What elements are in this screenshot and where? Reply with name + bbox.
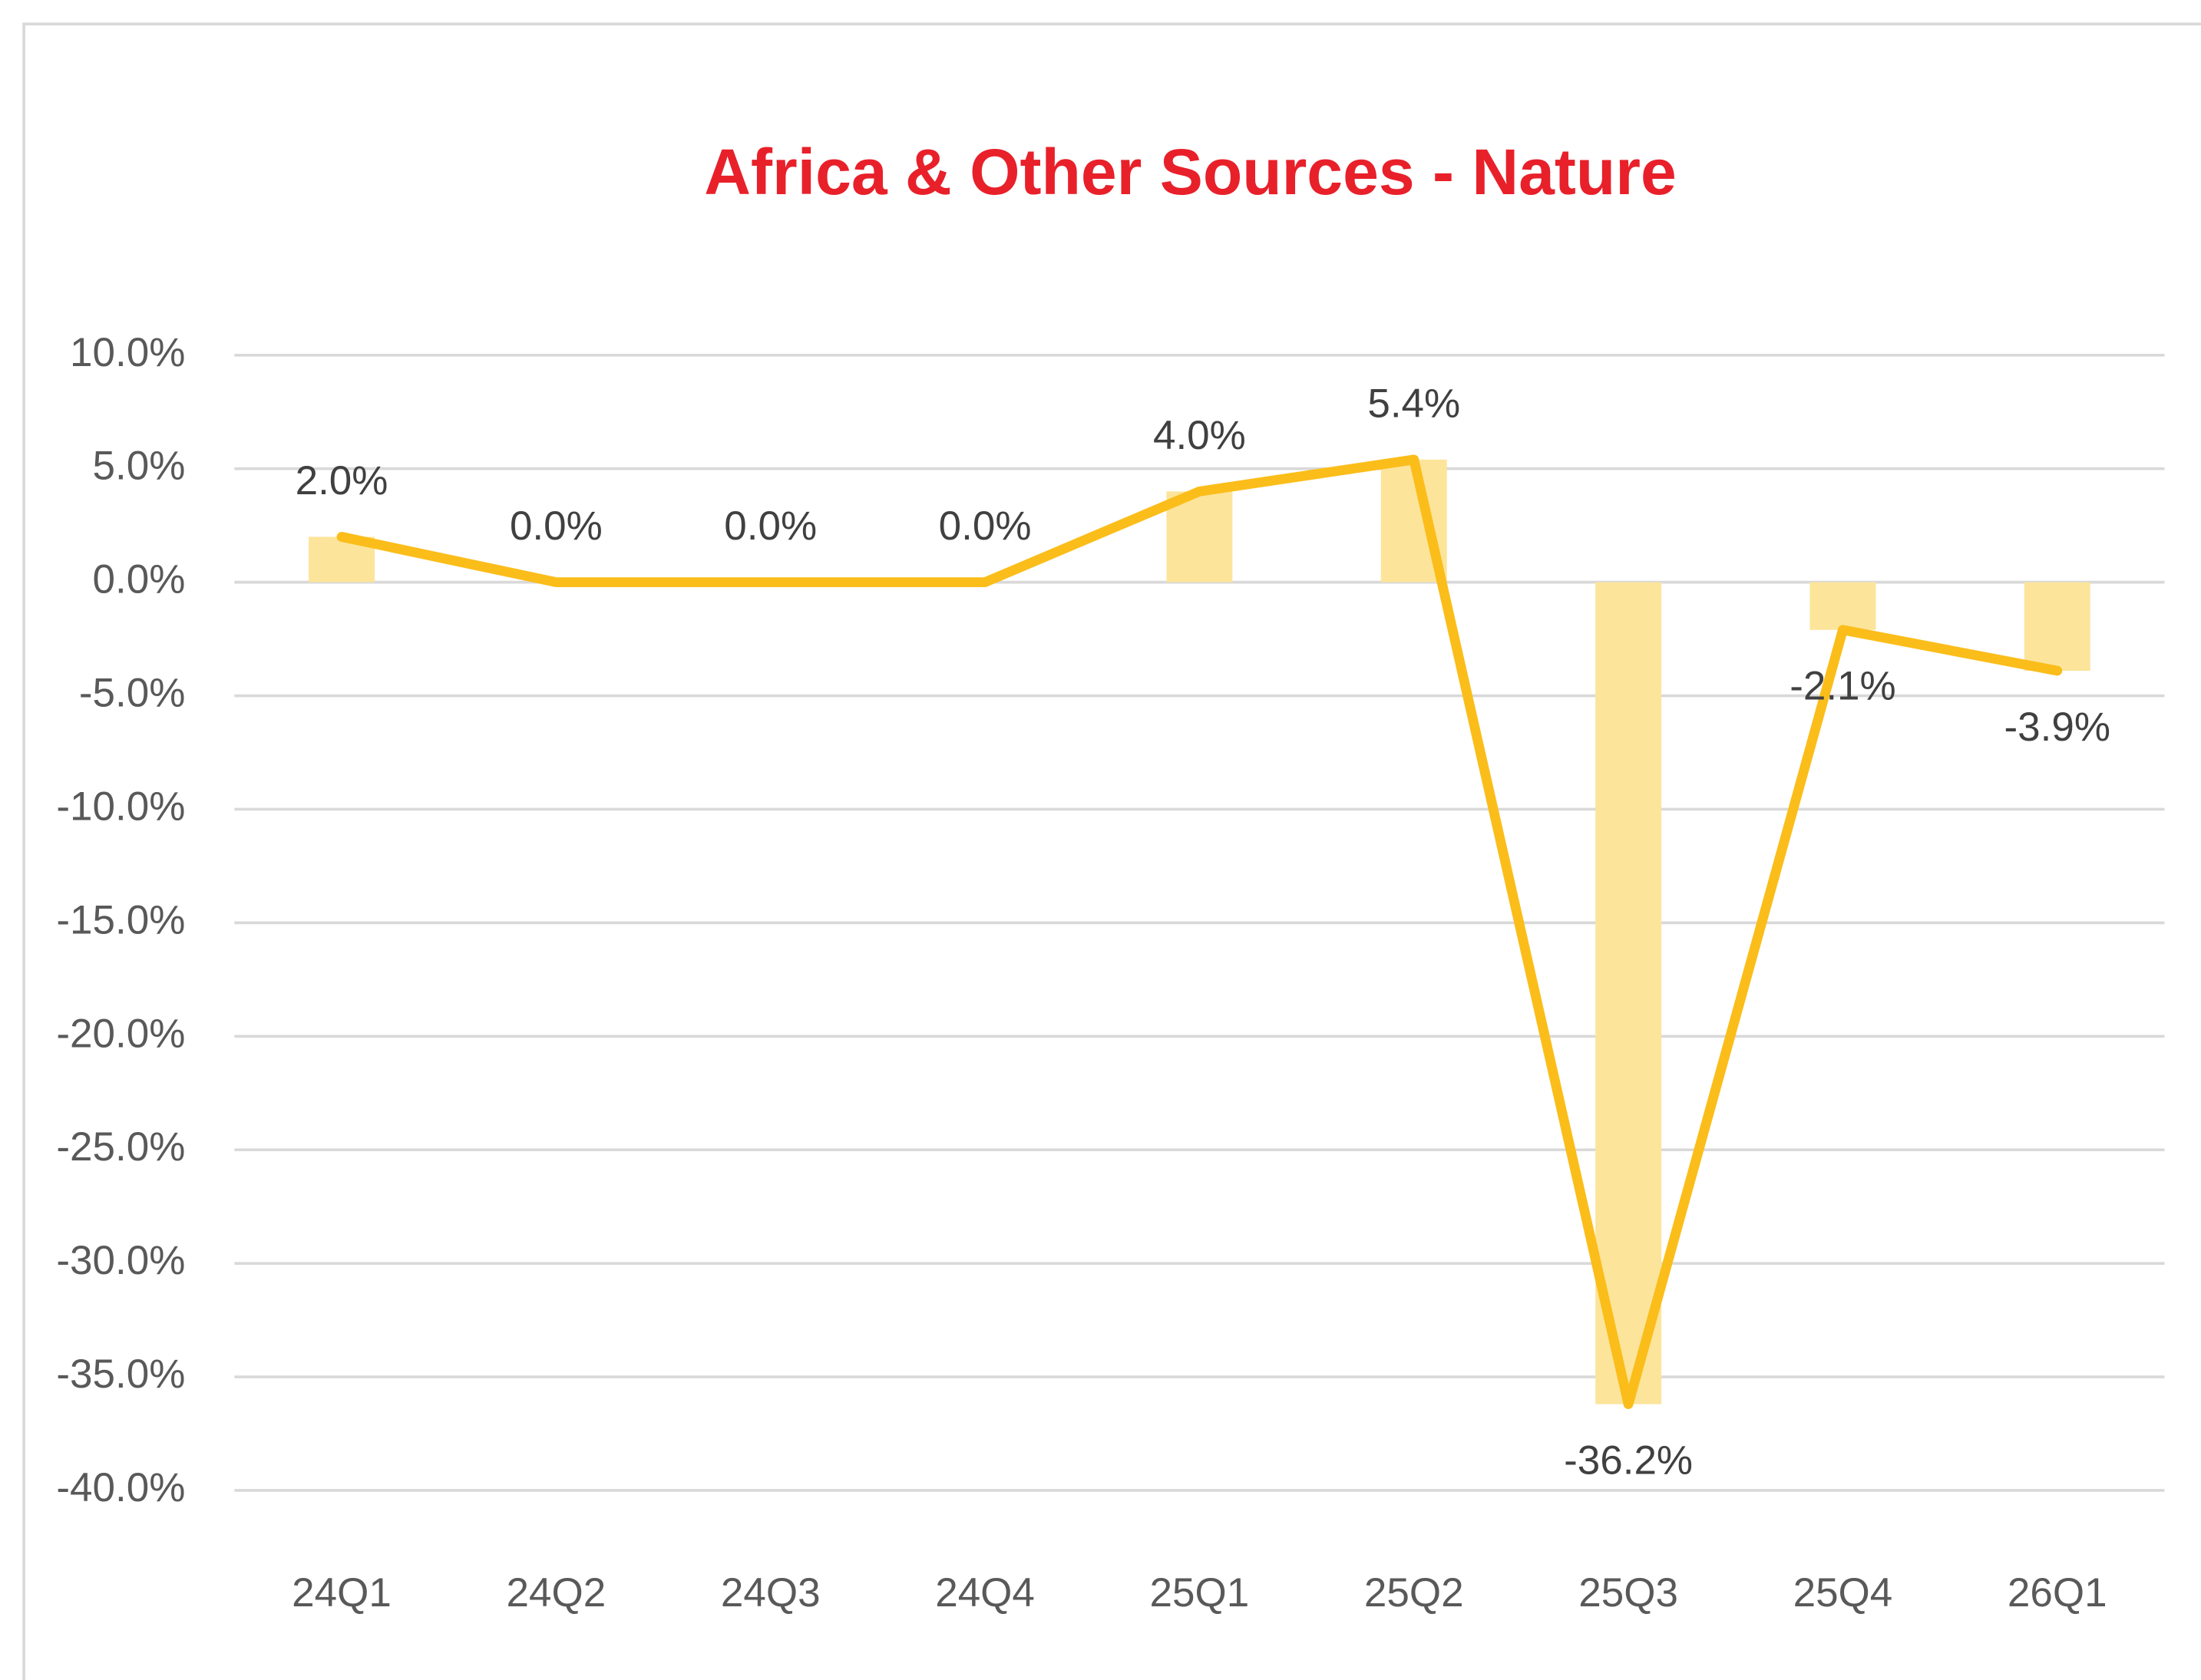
data-label: 0.0%	[939, 503, 1032, 549]
x-tick-label: 24Q1	[292, 1570, 392, 1616]
y-tick-label: -10.0%	[56, 784, 185, 829]
y-tick-label: -20.0%	[56, 1011, 185, 1056]
y-tick-label: -40.0%	[56, 1465, 185, 1510]
line	[336, 454, 2063, 1409]
x-tick-label: 24Q3	[721, 1570, 821, 1616]
x-tick-label: 24Q2	[507, 1570, 606, 1616]
x-tick-label: 25Q2	[1364, 1570, 1464, 1616]
x-tick-label: 26Q1	[2008, 1570, 2107, 1616]
chart-frame	[22, 22, 2201, 1680]
data-label: 2.0%	[296, 458, 388, 503]
y-tick-label: -35.0%	[56, 1352, 185, 1397]
y-tick-label: 0.0%	[93, 557, 186, 602]
data-label: -3.9%	[2004, 705, 2110, 750]
bar	[1809, 582, 1876, 630]
data-label: 5.4%	[1367, 381, 1460, 426]
bar	[1595, 582, 1662, 1404]
data-label: 4.0%	[1153, 413, 1246, 458]
data-label: -36.2%	[1564, 1437, 1693, 1483]
data-label: -2.1%	[1790, 664, 1895, 709]
bar	[2024, 582, 2090, 671]
y-tick-label: -30.0%	[56, 1238, 185, 1283]
chart-title: Africa & Other Sources - Nature	[704, 136, 1676, 208]
y-tick-label: -5.0%	[79, 671, 186, 716]
x-tick-label: 24Q4	[935, 1570, 1035, 1616]
y-tick-label: 5.0%	[93, 444, 186, 489]
bar	[1166, 491, 1233, 583]
x-tick-label: 25Q4	[1793, 1570, 1893, 1616]
data-label: 0.0%	[724, 503, 817, 549]
data-label: 0.0%	[510, 503, 603, 549]
x-tick-label: 25Q1	[1150, 1570, 1250, 1616]
x-tick-label: 25Q3	[1578, 1570, 1678, 1616]
y-tick-label: -25.0%	[56, 1124, 185, 1170]
y-tick-label: -15.0%	[56, 897, 185, 942]
y-tick-label: 10.0%	[70, 330, 185, 375]
